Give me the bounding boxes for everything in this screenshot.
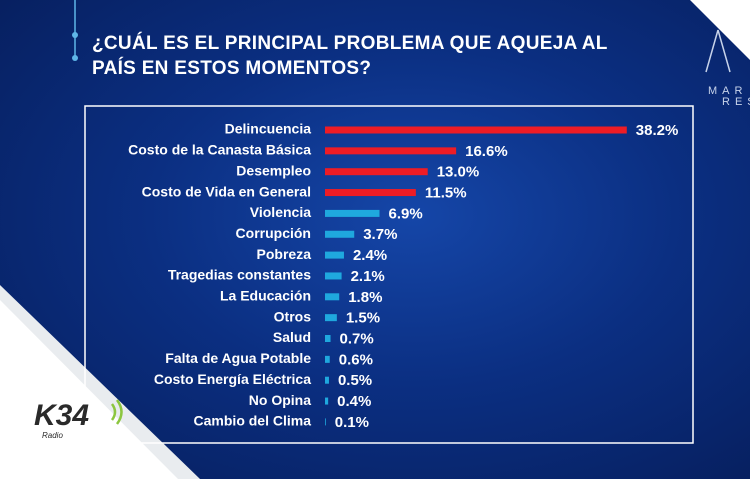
bar bbox=[325, 397, 329, 405]
value-label: 0.1% bbox=[335, 414, 369, 431]
decor-dot bbox=[72, 32, 78, 38]
bar bbox=[325, 209, 380, 217]
bar bbox=[325, 293, 340, 301]
category-label: Pobreza bbox=[257, 246, 312, 262]
category-label: Cambio del Clima bbox=[194, 413, 312, 429]
category-label: Otros bbox=[274, 308, 312, 324]
value-label: 0.4% bbox=[337, 393, 371, 410]
bar bbox=[325, 272, 342, 280]
logo-waves bbox=[110, 399, 123, 425]
value-label: 16.6% bbox=[465, 143, 508, 160]
category-label: Delincuencia bbox=[225, 121, 312, 137]
logo-sub: Radio bbox=[42, 431, 63, 440]
logo-text: K34 bbox=[34, 399, 89, 432]
value-label: 0.5% bbox=[338, 372, 372, 389]
bar bbox=[325, 355, 330, 363]
corner-shape bbox=[690, 0, 750, 60]
value-label: 11.5% bbox=[425, 185, 467, 202]
category-label: No Opina bbox=[249, 392, 311, 408]
category-label: Costo de Vida en General bbox=[142, 183, 311, 199]
value-label: 0.7% bbox=[340, 330, 374, 347]
value-label: 6.9% bbox=[389, 205, 423, 222]
value-label: 1.5% bbox=[346, 310, 380, 327]
bar bbox=[325, 147, 457, 155]
chart-title: ¿CUÁL ES EL PRINCIPAL PROBLEMA QUE AQUEJ… bbox=[92, 33, 608, 79]
bar bbox=[325, 376, 329, 384]
corner-shape bbox=[0, 300, 178, 479]
value-label: 1.8% bbox=[348, 289, 382, 306]
category-label: Falta de Agua Potable bbox=[165, 350, 311, 366]
value-label: 2.1% bbox=[351, 268, 385, 285]
chart-frame bbox=[84, 105, 694, 444]
value-label: 3.7% bbox=[363, 226, 397, 243]
bar bbox=[325, 418, 326, 426]
value-label: 13.0% bbox=[437, 164, 480, 181]
value-label: 2.4% bbox=[353, 247, 387, 264]
category-label: Tragedias constantes bbox=[168, 267, 311, 283]
category-label: La Educación bbox=[220, 288, 311, 304]
bar bbox=[325, 314, 337, 322]
category-label: Costo Energía Eléctrica bbox=[154, 371, 311, 387]
bar bbox=[325, 230, 355, 238]
bar bbox=[325, 168, 428, 176]
value-label: 38.2% bbox=[636, 122, 679, 139]
category-label: Desempleo bbox=[236, 162, 311, 178]
bar bbox=[325, 126, 627, 134]
category-label: Salud bbox=[273, 329, 311, 345]
category-label: Costo de la Canasta Básica bbox=[128, 142, 311, 158]
decor-dot bbox=[72, 55, 78, 61]
corner-text: MAR bbox=[708, 85, 747, 97]
category-label: Corrupción bbox=[236, 225, 311, 241]
bar bbox=[325, 335, 331, 342]
corner-text: RES bbox=[722, 96, 750, 108]
category-label: Violencia bbox=[250, 204, 311, 220]
bar bbox=[325, 189, 416, 197]
bar bbox=[325, 251, 344, 259]
corner-logo bbox=[705, 29, 731, 73]
value-label: 0.6% bbox=[339, 351, 373, 368]
